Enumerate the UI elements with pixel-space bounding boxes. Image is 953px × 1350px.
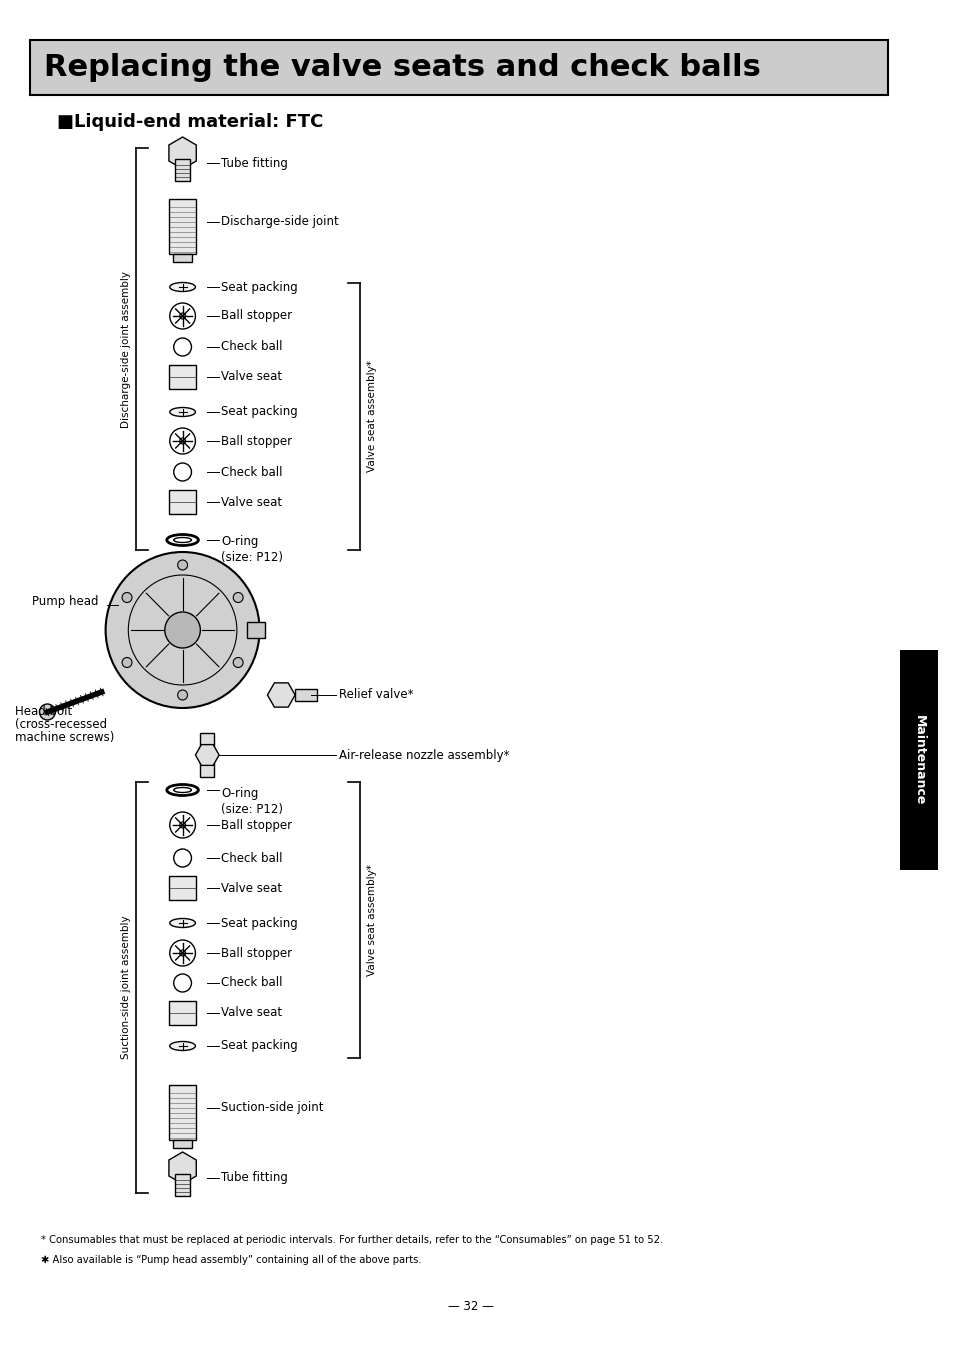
Bar [172, 1139, 193, 1147]
Circle shape [179, 822, 186, 828]
Text: Seat packing: Seat packing [221, 917, 297, 930]
Circle shape [173, 463, 192, 481]
Text: Check ball: Check ball [221, 976, 282, 990]
Circle shape [179, 950, 186, 956]
Polygon shape [169, 136, 196, 169]
Text: ■Liquid-end material: FTC: ■Liquid-end material: FTC [57, 113, 323, 131]
Text: Tube fitting: Tube fitting [221, 1172, 288, 1184]
Bar [169, 1000, 196, 1025]
Circle shape [170, 811, 195, 838]
Circle shape [177, 690, 188, 701]
Text: Suction-side joint assembly: Suction-side joint assembly [121, 915, 132, 1058]
Circle shape [170, 302, 195, 329]
Circle shape [173, 338, 192, 356]
Text: Discharge-side joint: Discharge-side joint [221, 216, 338, 228]
Bar [200, 733, 214, 778]
Polygon shape [267, 683, 294, 707]
Bar [169, 1085, 196, 1139]
Text: Maintenance: Maintenance [911, 714, 924, 805]
Bar [174, 159, 191, 181]
Text: Pump head: Pump head [31, 594, 98, 608]
Bar [169, 364, 196, 389]
Circle shape [122, 657, 132, 667]
FancyBboxPatch shape [900, 649, 937, 869]
Text: Replacing the valve seats and check balls: Replacing the valve seats and check ball… [45, 54, 760, 82]
Text: Ball stopper: Ball stopper [221, 309, 292, 323]
Text: Suction-side joint: Suction-side joint [221, 1102, 323, 1115]
Circle shape [233, 593, 243, 602]
Circle shape [170, 940, 195, 967]
Ellipse shape [167, 535, 198, 545]
Ellipse shape [170, 1041, 195, 1050]
Bar [169, 490, 196, 514]
Circle shape [173, 973, 192, 992]
Circle shape [179, 313, 186, 319]
Circle shape [39, 703, 55, 720]
Ellipse shape [170, 918, 195, 927]
Text: Seat packing: Seat packing [221, 405, 297, 418]
Text: Seat packing: Seat packing [221, 281, 297, 293]
Ellipse shape [167, 784, 198, 795]
Ellipse shape [173, 787, 192, 792]
Polygon shape [195, 745, 219, 765]
Circle shape [106, 552, 259, 707]
Circle shape [165, 612, 200, 648]
Text: Air-release nozzle assembly*: Air-release nozzle assembly* [338, 748, 509, 761]
Circle shape [177, 560, 188, 570]
Text: Head bolt: Head bolt [15, 705, 72, 718]
Text: Check ball: Check ball [221, 466, 282, 478]
Text: (cross-recessed: (cross-recessed [15, 718, 107, 730]
Text: Seat packing: Seat packing [221, 1040, 297, 1053]
Circle shape [170, 428, 195, 454]
Text: Valve seat assembly*: Valve seat assembly* [367, 360, 376, 472]
Circle shape [122, 593, 132, 602]
Text: Tube fitting: Tube fitting [221, 157, 288, 170]
Ellipse shape [170, 282, 195, 292]
Text: machine screws): machine screws) [15, 730, 114, 744]
Text: Ball stopper: Ball stopper [221, 435, 292, 447]
Bar [294, 688, 316, 701]
Text: O-ring
(size: P12): O-ring (size: P12) [221, 787, 283, 815]
Text: * Consumables that must be replaced at periodic intervals. For further details, : * Consumables that must be replaced at p… [41, 1235, 663, 1245]
Text: O-ring
(size: P12): O-ring (size: P12) [221, 535, 283, 564]
Text: Ball stopper: Ball stopper [221, 818, 292, 832]
Bar [169, 876, 196, 900]
Bar [247, 622, 264, 639]
Bar [169, 198, 196, 254]
Bar [172, 254, 193, 262]
Text: Relief valve*: Relief valve* [338, 688, 413, 702]
Circle shape [233, 657, 243, 667]
Text: Check ball: Check ball [221, 340, 282, 354]
Polygon shape [169, 1152, 196, 1184]
Text: — 32 —: — 32 — [447, 1300, 494, 1314]
Text: Ball stopper: Ball stopper [221, 946, 292, 960]
Circle shape [179, 437, 186, 444]
Text: Valve seat assembly*: Valve seat assembly* [367, 864, 376, 976]
Bar [174, 1174, 191, 1196]
Text: Valve seat: Valve seat [221, 370, 282, 383]
FancyBboxPatch shape [30, 40, 887, 94]
Text: Valve seat: Valve seat [221, 495, 282, 509]
Text: Valve seat: Valve seat [221, 882, 282, 895]
Circle shape [173, 849, 192, 867]
Ellipse shape [170, 408, 195, 417]
Text: ✱ Also available is “Pump head assembly” containing all of the above parts.: ✱ Also available is “Pump head assembly”… [41, 1256, 421, 1265]
Ellipse shape [173, 537, 192, 543]
Text: Discharge-side joint assembly: Discharge-side joint assembly [121, 270, 132, 428]
Text: Valve seat: Valve seat [221, 1007, 282, 1019]
Text: Check ball: Check ball [221, 852, 282, 864]
